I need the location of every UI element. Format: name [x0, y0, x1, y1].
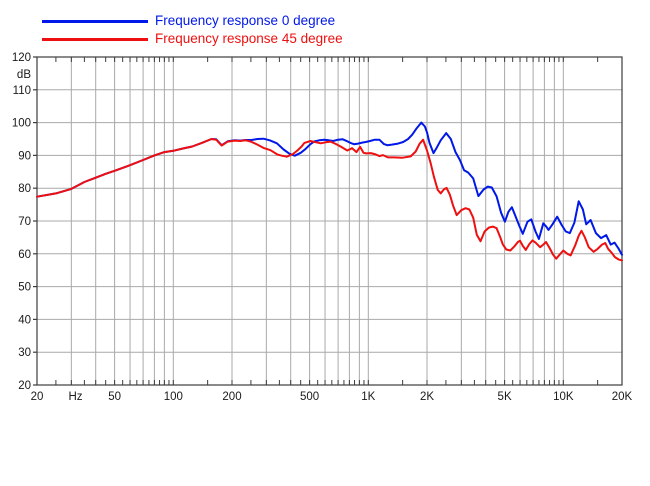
- legend-label-45-degree: Frequency response 45 degree: [155, 31, 343, 46]
- x-axis-tick-label: 1K: [361, 391, 375, 403]
- x-axis-tick-label: 2K: [420, 391, 434, 403]
- x-axis-tick-label: Hz: [68, 391, 82, 403]
- y-axis-tick-label: 100: [12, 118, 31, 130]
- legend-line-blue: [42, 19, 148, 23]
- legend-item-45-degree: Frequency response 45 degree: [42, 30, 343, 48]
- x-axis-tick-label: 50: [108, 391, 121, 403]
- x-axis-tick-label: 100: [164, 391, 183, 403]
- legend-item-0-degree: Frequency response 0 degree: [42, 12, 343, 30]
- legend-line-red: [42, 37, 148, 41]
- y-axis-tick-label: 30: [18, 347, 31, 359]
- y-axis-tick-label: 50: [18, 282, 31, 294]
- y-axis-tick-label: 120: [12, 52, 31, 64]
- y-axis-tick-label: 90: [18, 150, 31, 162]
- x-axis-tick-label: 20K: [612, 391, 633, 403]
- legend-label-0-degree: Frequency response 0 degree: [155, 13, 336, 28]
- y-axis-tick-label: 20: [18, 380, 31, 392]
- x-axis-tick-label: 500: [300, 391, 319, 403]
- chart-legend: Frequency response 0 degree Frequency re…: [42, 12, 343, 48]
- y-axis-tick-label: 70: [18, 216, 31, 228]
- curve-45-degree: [36, 138, 623, 262]
- y-axis-unit-label: dB: [17, 69, 31, 81]
- x-axis-tick-label: 200: [222, 391, 241, 403]
- y-axis-tick-label: 60: [18, 249, 31, 261]
- y-axis-tick-label: 80: [18, 183, 31, 195]
- y-axis-tick-label: 110: [13, 85, 31, 97]
- x-axis-tick-label: 20: [31, 391, 44, 403]
- y-axis-tick-label: 40: [18, 314, 31, 326]
- x-axis-tick-label: 10K: [553, 391, 574, 403]
- x-axis-tick-label: 5K: [498, 391, 512, 403]
